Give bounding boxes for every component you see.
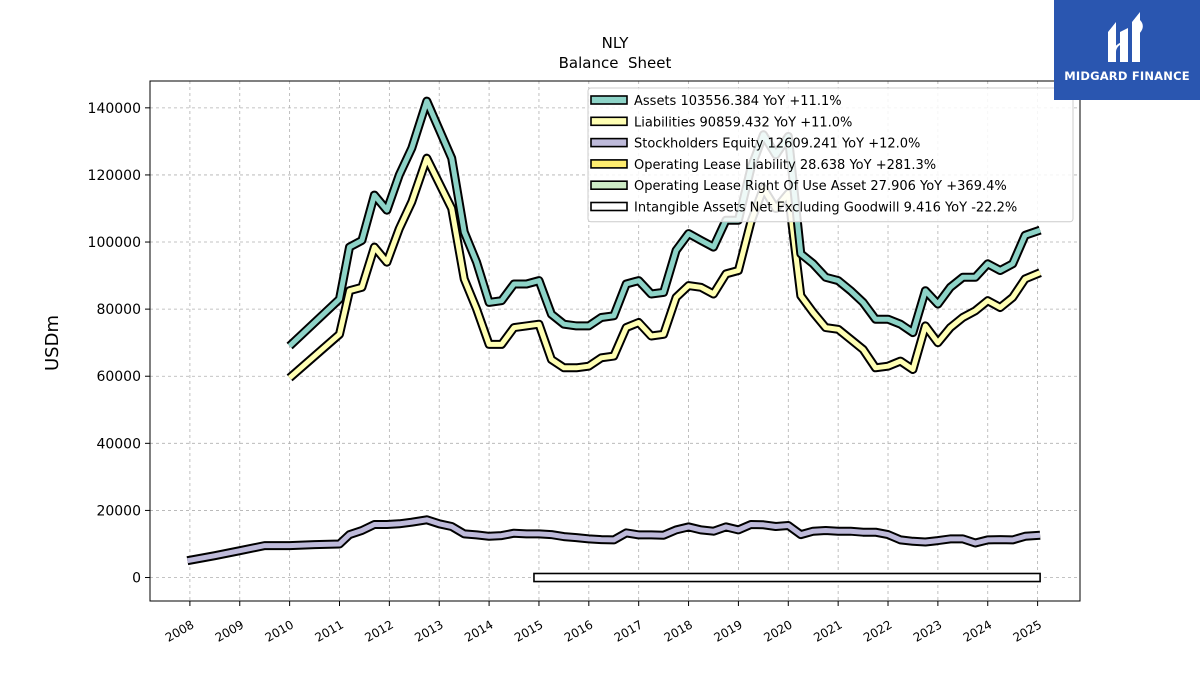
y-tick-label: 60000 [96, 369, 141, 385]
x-tick-label: 2015 [512, 617, 545, 644]
legend-swatch [590, 159, 628, 169]
x-tick-label: 2022 [861, 617, 894, 644]
y-tick-label: 0 [132, 571, 141, 587]
x-tick-label: 2025 [1011, 617, 1044, 644]
y-axis-label: USDm [42, 315, 63, 371]
legend-swatch [590, 201, 628, 212]
legend-entry: Operating Lease Right Of Use Asset 27.90… [634, 179, 1007, 194]
legend-swatch [590, 180, 628, 190]
series-0-line [287, 98, 1041, 348]
chart-subtitle: Balance Sheet [559, 54, 672, 72]
y-tick-label: 40000 [96, 436, 141, 452]
y-tick-label: 100000 [88, 235, 141, 251]
series-2-line [186, 517, 1041, 564]
x-tick-label: 2023 [911, 617, 944, 644]
legend-swatch [590, 137, 628, 148]
legend-entry: Liabilities 90859.432 YoY +11.0% [634, 115, 852, 130]
y-axis-ticks: 0 20000 40000 60000 80000 100000 120000 140000 [88, 101, 150, 587]
legend-entry: Intangible Assets Net Excluding Goodwill… [634, 201, 1017, 216]
chart-title: NLY [602, 34, 630, 52]
plot-frame [149, 80, 1081, 602]
intangible-assets-line [533, 572, 1041, 583]
legend-entry: Stockholders Equity 12609.241 YoY +12.0% [634, 137, 920, 152]
legend-swatch [590, 95, 628, 105]
legend-entry: Assets 103556.384 YoY +11.1% [634, 94, 842, 109]
series-2-group [186, 515, 1041, 566]
series-0-group [286, 96, 1042, 350]
series-1-line [287, 155, 1042, 380]
midgard-finance-logo: MIDGARD FINANCE [1054, 0, 1200, 100]
y-tick-label: 80000 [96, 302, 141, 318]
x-tick-label: 2008 [163, 617, 196, 644]
y-tick-label: 140000 [88, 101, 141, 117]
series-5-group [533, 572, 1041, 583]
x-tick-label: 2019 [711, 617, 744, 644]
legend-box [587, 87, 1074, 223]
x-tick-label: 2020 [761, 617, 794, 644]
midgard-logo-icon [1108, 12, 1143, 62]
legend: Assets 103556.384 YoY +11.1% Liabilities … [587, 87, 1074, 223]
x-tick-label: 2012 [362, 617, 395, 644]
x-tick-label: 2014 [462, 617, 495, 644]
x-tick-label: 2016 [562, 617, 595, 644]
series-lines [186, 96, 1042, 583]
x-axis-ticks: 2008 2009 2010 2011 2012 2013 2014 2015 2016 2017… [163, 601, 1044, 645]
y-tick-label: 120000 [88, 168, 141, 184]
x-tick-label: 2024 [961, 617, 994, 644]
y-tick-label: 20000 [96, 503, 141, 519]
logo-text: MIDGARD FINANCE [1064, 69, 1190, 83]
x-tick-label: 2017 [612, 617, 645, 644]
legend-swatch [590, 116, 628, 127]
legend-entry: Operating Lease Liability 28.638 YoY +28… [634, 158, 936, 173]
x-tick-label: 2018 [662, 617, 695, 644]
x-tick-label: 2021 [811, 617, 844, 644]
x-tick-label: 2011 [313, 617, 346, 644]
x-tick-label: 2013 [412, 617, 445, 644]
series-1-group [286, 153, 1042, 382]
x-tick-label: 2009 [213, 617, 246, 644]
x-tick-label: 2010 [263, 617, 296, 644]
